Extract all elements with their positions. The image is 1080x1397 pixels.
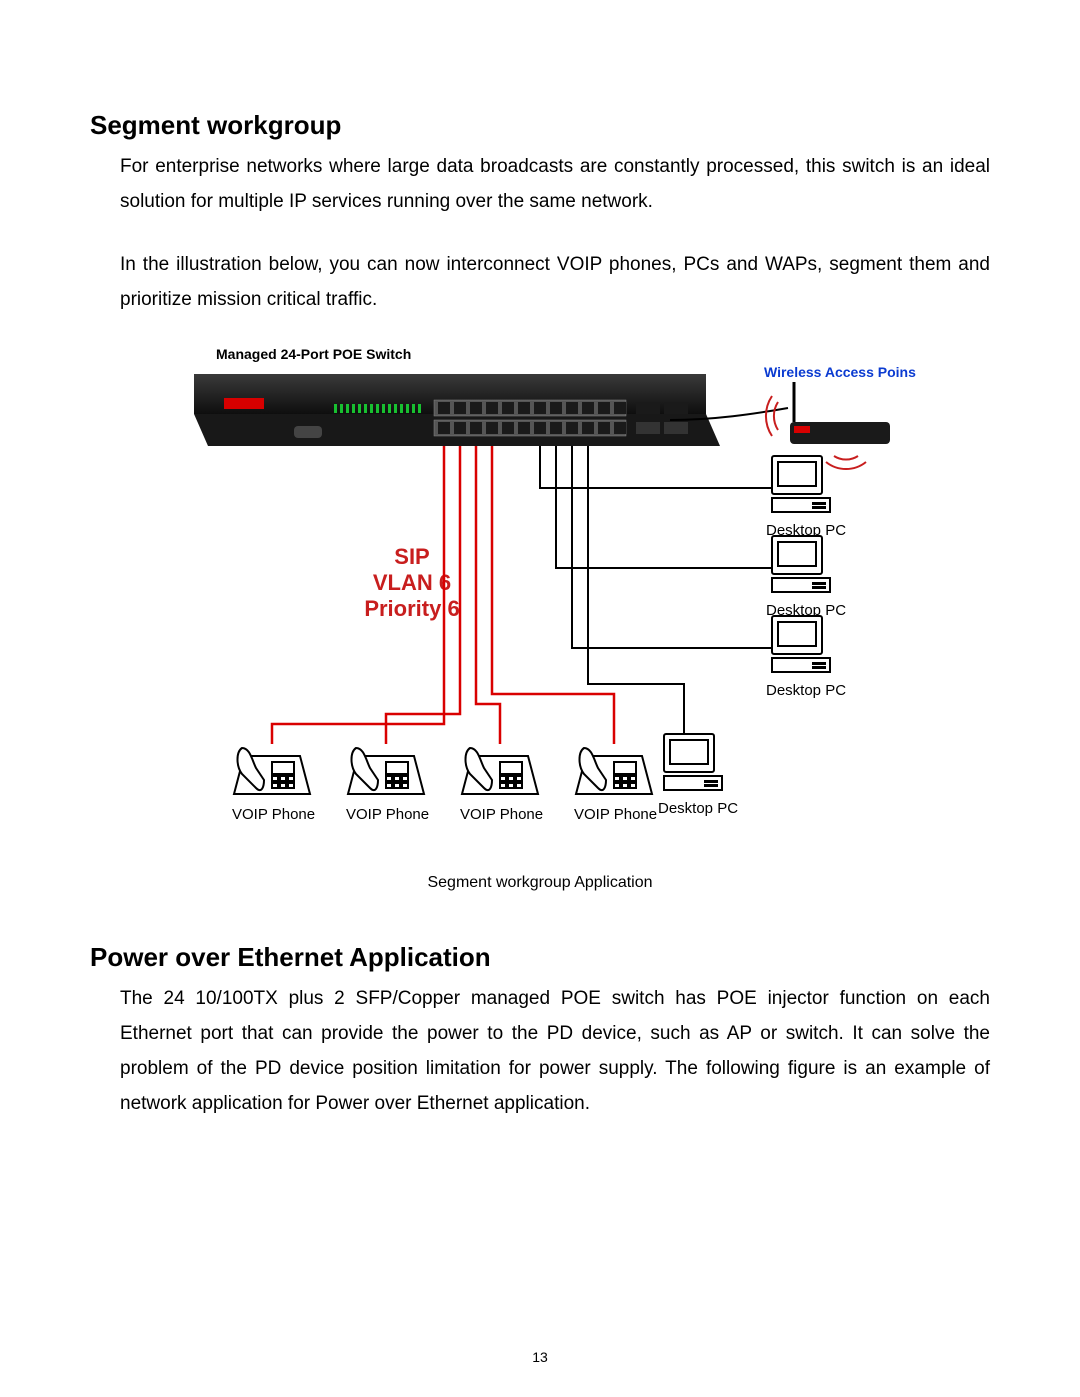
sip-label: SIP VLAN 6 Priority 6: [352, 544, 472, 622]
page-number: 13: [0, 1349, 1080, 1365]
section2-para1: The 24 10/100TX plus 2 SFP/Copper manage…: [120, 981, 990, 1122]
wap-label: Wireless Access Poins: [764, 364, 916, 380]
section1-para1: For enterprise networks where large data…: [120, 149, 990, 219]
black-wires: [540, 408, 788, 734]
sip-line3: Priority 6: [352, 596, 472, 622]
section1-para2: In the illustration below, you can now i…: [120, 247, 990, 317]
voip-label-4: VOIP Phone: [574, 806, 657, 823]
voip-label-3: VOIP Phone: [460, 806, 543, 823]
sip-line1: SIP: [352, 544, 472, 570]
pc-label-4: Desktop PC: [658, 800, 738, 817]
wap-icon: [766, 382, 890, 469]
section2-title: Power over Ethernet Application: [90, 942, 990, 973]
pc-label-1: Desktop PC: [766, 522, 846, 539]
sip-line2: VLAN 6: [352, 570, 472, 596]
desktop-pc-icon: [664, 456, 830, 790]
voip-label-1: VOIP Phone: [232, 806, 315, 823]
segment-workgroup-diagram: Managed 24-Port POE Switch Wireless Acce…: [154, 346, 914, 866]
pc-label-2: Desktop PC: [766, 602, 846, 619]
diagram-caption: Segment workgroup Application: [90, 874, 990, 892]
section1-title: Segment workgroup: [90, 110, 990, 141]
poe-switch-icon: [194, 374, 720, 446]
switch-label: Managed 24-Port POE Switch: [216, 346, 411, 362]
voip-phone-icon: [234, 748, 652, 794]
pc-label-3: Desktop PC: [766, 682, 846, 699]
voip-label-2: VOIP Phone: [346, 806, 429, 823]
